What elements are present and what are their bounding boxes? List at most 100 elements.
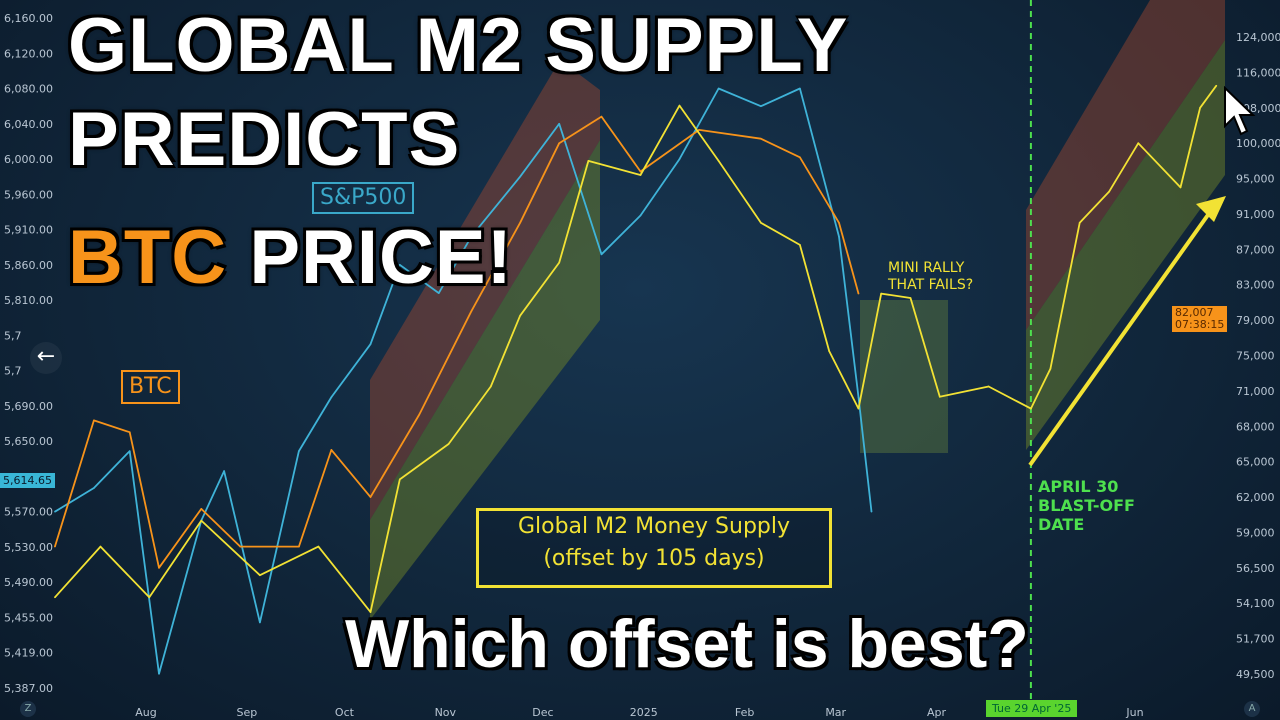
- data-point: [799, 87, 801, 90]
- x-axis-tick: Dec: [532, 706, 553, 719]
- data-point: [298, 450, 300, 452]
- btc-label: BTC: [121, 370, 180, 404]
- data-point: [1215, 84, 1218, 87]
- right-axis-tick: 51,700: [1236, 633, 1275, 646]
- data-point: [223, 470, 225, 472]
- data-point: [639, 214, 642, 217]
- mini-rally-line1: MINI RALLY: [888, 260, 965, 276]
- data-point: [317, 545, 320, 548]
- series-line-btc: [54, 115, 860, 569]
- data-point: [799, 244, 801, 246]
- right-axis-tick: 87,000: [1236, 243, 1275, 256]
- left-axis-tick: 5,419.00: [4, 647, 53, 660]
- left-axis-tick: 5,960.00: [4, 188, 53, 201]
- left-axis-tick: 6,160.00: [4, 12, 53, 25]
- data-point: [298, 545, 300, 548]
- data-point: [239, 545, 242, 548]
- data-point: [838, 221, 840, 224]
- april-line2: BLAST-OFF: [1038, 496, 1135, 515]
- left-axis-tick: 6,000.00: [4, 153, 53, 166]
- headline-line3: BTC PRICE!: [68, 220, 513, 296]
- data-point: [760, 137, 762, 140]
- data-point: [838, 235, 840, 238]
- data-point: [519, 221, 521, 224]
- btc-countdown: 07:38:15: [1175, 318, 1225, 331]
- a-button[interactable]: A: [1244, 701, 1260, 717]
- btc-price: 82,007: [1175, 306, 1214, 319]
- right-axis-tick: 62,000: [1236, 491, 1275, 504]
- x-axis-tick: Mar: [825, 706, 846, 719]
- yellow-arrow-head: [1196, 196, 1226, 222]
- data-point: [558, 142, 560, 144]
- data-point: [880, 292, 883, 295]
- series-line-s-p500: [54, 87, 873, 675]
- data-point: [909, 297, 912, 299]
- right-axis-tick: 71,000: [1236, 385, 1275, 398]
- data-point: [587, 160, 590, 162]
- data-point: [470, 310, 473, 313]
- sp500-label: S&P500: [312, 182, 415, 214]
- april-line1: APRIL 30: [1038, 477, 1119, 496]
- right-axis-tick: 49,500: [1236, 668, 1275, 681]
- headline-btc: BTC: [68, 215, 228, 300]
- data-point: [259, 574, 261, 577]
- data-point: [54, 596, 56, 599]
- data-point: [128, 450, 131, 452]
- z-button[interactable]: Z: [20, 701, 36, 717]
- left-axis-tick: 5,910.00: [4, 224, 53, 237]
- left-axis-tick: 6,040.00: [4, 118, 53, 131]
- left-axis-tick: 5,810.00: [4, 294, 53, 307]
- data-point: [558, 261, 560, 264]
- data-point: [398, 264, 401, 266]
- data-point: [1030, 407, 1032, 410]
- right-axis-tick: 79,000: [1236, 314, 1275, 327]
- data-point: [760, 105, 762, 107]
- arrow-left-icon[interactable]: ←: [30, 342, 62, 374]
- data-point: [200, 519, 203, 522]
- data-point: [1049, 367, 1052, 370]
- left-axis-tick: 5,387.00: [4, 682, 53, 695]
- data-point: [760, 221, 762, 224]
- data-point: [1199, 106, 1201, 109]
- data-point: [799, 156, 801, 159]
- right-axis-tick: 124,000: [1236, 31, 1280, 44]
- april-line3: DATE: [1038, 515, 1085, 534]
- left-axis-tick: 5,570.00: [4, 506, 53, 519]
- data-point: [369, 343, 372, 345]
- right-axis-tick: 54,100: [1236, 597, 1275, 610]
- left-axis-tick: 5,455.00: [4, 611, 53, 624]
- data-point: [418, 413, 421, 416]
- left-axis-tick: 5,490.00: [4, 576, 53, 589]
- green-band-left: [370, 140, 600, 620]
- data-point: [870, 510, 873, 513]
- crosshair-date-tag: Tue 29 Apr '25: [986, 700, 1078, 717]
- data-point: [369, 496, 372, 498]
- x-axis-tick: Nov: [435, 706, 457, 719]
- x-axis-tick: Feb: [735, 706, 754, 719]
- red-band-left: [370, 60, 600, 520]
- right-axis-tick: 68,000: [1236, 420, 1275, 433]
- data-point: [330, 396, 333, 398]
- data-point: [158, 672, 160, 675]
- x-axis-tick: Jun: [1125, 706, 1143, 719]
- headline-line1: GLOBAL M2 SUPPLY: [68, 3, 849, 88]
- data-point: [558, 122, 560, 125]
- data-point: [987, 385, 990, 388]
- right-axis-tick: 65,000: [1236, 456, 1275, 469]
- m2-label-line2: (offset by 105 days): [543, 546, 765, 571]
- m2-label-line1: Global M2 Money Supply: [517, 514, 791, 539]
- left-axis-tick: 5,7: [4, 329, 22, 342]
- data-point: [93, 487, 95, 489]
- data-point: [857, 292, 860, 295]
- right-axis-tick: 59,000: [1236, 526, 1275, 539]
- data-point: [857, 396, 860, 398]
- mini-rally-annotation: MINI RALLY THAT FAILS?: [888, 260, 973, 294]
- left-axis-tick: 6,120.00: [4, 47, 53, 60]
- green-band-right: [1026, 40, 1225, 450]
- data-point: [99, 545, 102, 548]
- data-point: [128, 431, 131, 433]
- headline-line2: PREDICTS: [68, 97, 461, 182]
- sp500-price-tag: 5,614.65: [0, 473, 55, 488]
